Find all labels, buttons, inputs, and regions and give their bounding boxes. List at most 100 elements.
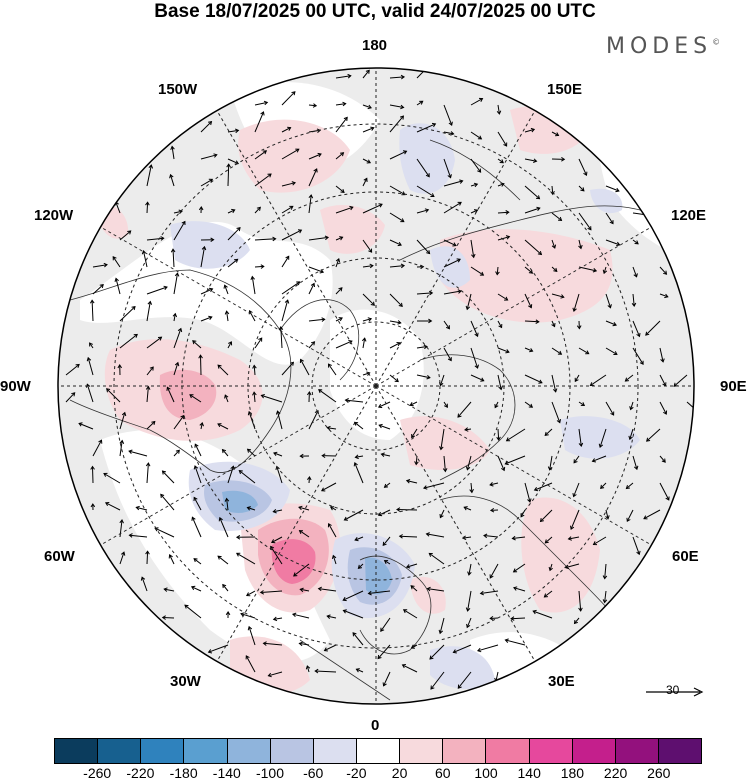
wind-vector-head (299, 358, 304, 364)
wind-vector-head (610, 411, 615, 416)
wind-vector (551, 131, 559, 136)
wind-vector (299, 642, 310, 646)
wind-vector (416, 292, 433, 295)
wind-vector (464, 506, 472, 511)
wind-vector (464, 428, 472, 431)
wind-vector-head (504, 638, 509, 643)
wind-vector-head (602, 575, 608, 580)
wind-vector-head (335, 258, 341, 263)
wind-vector (480, 590, 499, 594)
wind-vector (281, 299, 289, 322)
wind-vector-head (557, 350, 563, 355)
wind-vector-head (296, 281, 301, 286)
wind-vector-head (500, 182, 505, 187)
wind-vector (227, 258, 238, 268)
wind-vector-head (429, 655, 434, 660)
wind-vector (443, 104, 453, 126)
wind-vector-head (398, 302, 403, 307)
wind-vector (443, 347, 452, 361)
wind-vector-head (645, 331, 650, 336)
wind-vector (389, 185, 406, 196)
wind-vector (146, 301, 151, 322)
meridian-line (100, 226, 377, 387)
wind-vector-head (78, 422, 83, 427)
wind-vector-head (578, 244, 583, 250)
wind-vector-head (310, 341, 316, 346)
wind-vector-head (663, 270, 668, 275)
wind-vector-head (213, 153, 218, 158)
wind-vector (659, 482, 670, 501)
wind-vector (224, 285, 229, 295)
wind-vector (378, 401, 391, 408)
wind-vector (308, 104, 317, 107)
wind-vector-head (89, 299, 95, 304)
wind-vector (524, 158, 537, 162)
wind-vector-head (174, 272, 180, 277)
wind-vector (92, 466, 94, 484)
wind-vector-head (201, 245, 207, 251)
wind-vector-head (446, 325, 450, 330)
wind-vector-head (190, 585, 196, 591)
reference-vector-arrow (646, 687, 704, 697)
wind-vector-head (298, 641, 303, 647)
wind-vector-head (612, 322, 617, 327)
wind-vector (119, 230, 132, 241)
wind-vector (389, 212, 405, 223)
wind-vector-head (291, 181, 297, 186)
wind-vector (194, 465, 202, 484)
wind-vector (173, 449, 180, 457)
wind-vector-head (602, 599, 608, 604)
wind-vector-head (224, 394, 229, 399)
wind-vector (416, 100, 423, 106)
wind-vector (268, 671, 283, 677)
wind-vector (200, 121, 212, 133)
wind-vector-head (180, 414, 185, 420)
colorbar-cell (313, 739, 357, 763)
wind-vector (440, 428, 445, 450)
wind-vector (146, 421, 156, 430)
wind-vector-head (489, 482, 494, 487)
wind-vector (389, 150, 407, 160)
wind-vector (497, 374, 502, 390)
wind-vector-head (428, 552, 433, 557)
wind-vector-head (342, 609, 347, 614)
wind-vector-head (321, 317, 326, 322)
wind-vector-head (75, 363, 80, 368)
wind-vector (254, 206, 261, 214)
wind-vector (227, 341, 232, 349)
wind-vector (86, 384, 94, 403)
polar-stereographic-map (57, 67, 695, 705)
wind-vector (227, 158, 239, 165)
wind-vector-head (370, 301, 375, 306)
wind-vector (416, 239, 430, 254)
wind-vector (65, 392, 76, 403)
wind-vector-head (431, 122, 437, 128)
wind-vector-head (318, 389, 323, 394)
wind-vector (119, 412, 126, 430)
wind-vector (362, 158, 371, 164)
wind-vector (362, 127, 374, 133)
wind-vector (146, 551, 149, 565)
wind-vector-head (410, 585, 415, 590)
wind-vector-head (177, 327, 183, 333)
wind-vector-head (380, 627, 385, 632)
wind-vector-head (157, 336, 163, 341)
wind-vector-head (501, 466, 506, 472)
wind-vector-head (471, 253, 476, 259)
colorbar-tick-label: -220 (126, 765, 155, 781)
wind-vector (273, 617, 283, 620)
wind-vector (443, 258, 461, 268)
wind-vector-head (221, 448, 227, 454)
wind-vector-head (289, 205, 294, 210)
label-150w: 150W (158, 81, 198, 98)
wind-vector (551, 266, 558, 272)
wind-vector-head (426, 586, 431, 592)
wind-vector (384, 560, 391, 565)
wind-vector (173, 415, 185, 430)
wind-vector-head (120, 551, 126, 556)
colorbar-tick-label: -140 (212, 765, 241, 781)
wind-vector-head (338, 317, 343, 322)
wind-vector-head (428, 318, 433, 324)
wind-vector (227, 209, 235, 214)
meridian-line (375, 385, 652, 546)
